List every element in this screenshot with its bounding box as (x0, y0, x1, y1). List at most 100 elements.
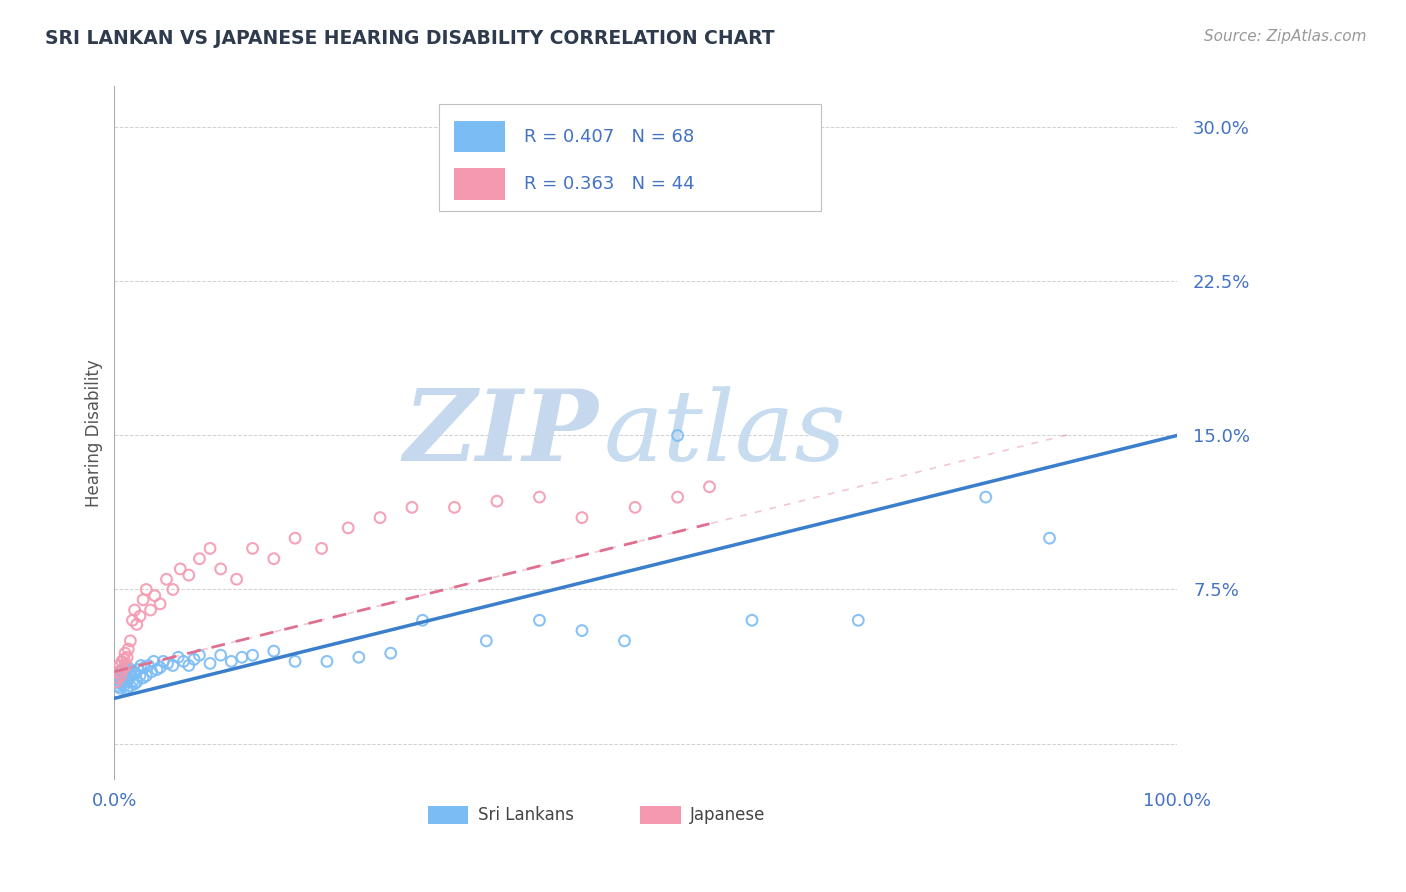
Point (699, 480, 721, 494)
Text: atlas: atlas (603, 385, 846, 481)
FancyBboxPatch shape (439, 103, 821, 211)
Point (121, 613, 143, 627)
Point (571, 510, 593, 524)
Point (143, 589, 166, 603)
Point (117, 673, 139, 687)
Point (242, 648, 264, 663)
Point (221, 654, 243, 668)
Point (105, 674, 128, 689)
Point (231, 650, 253, 665)
Point (115, 658, 138, 673)
Bar (640, 806, 681, 823)
Point (135, 582, 157, 597)
Point (666, 428, 689, 442)
Point (209, 648, 232, 663)
Point (107, 679, 129, 693)
Point (111, 673, 134, 687)
Point (347, 650, 370, 665)
Point (120, 679, 142, 693)
Point (162, 658, 184, 673)
Point (129, 669, 152, 683)
Point (108, 658, 131, 673)
Point (177, 658, 200, 673)
Point (141, 665, 163, 679)
Point (114, 671, 136, 685)
Point (122, 665, 145, 679)
Point (401, 500, 423, 515)
Point (225, 572, 247, 586)
Point (107, 671, 129, 685)
Point (112, 666, 135, 681)
Bar (454, 169, 506, 200)
Point (111, 663, 134, 677)
Point (111, 674, 134, 689)
Point (624, 500, 647, 515)
Point (475, 633, 498, 648)
Point (120, 633, 142, 648)
Point (741, 613, 763, 627)
Point (124, 603, 146, 617)
Point (114, 646, 136, 660)
Point (155, 572, 177, 586)
Text: Source: ZipAtlas.com: Source: ZipAtlas.com (1204, 29, 1367, 44)
Point (117, 642, 139, 657)
Point (188, 551, 211, 566)
Point (162, 582, 184, 597)
Point (412, 613, 434, 627)
Point (129, 658, 152, 673)
Point (120, 669, 142, 683)
Point (156, 657, 179, 671)
Point (485, 494, 508, 508)
Point (112, 679, 135, 693)
Point (134, 660, 156, 674)
Point (112, 652, 135, 666)
Point (127, 663, 149, 677)
Point (132, 592, 155, 607)
Point (108, 681, 131, 695)
Point (337, 521, 360, 535)
Y-axis label: Hearing Disability: Hearing Disability (86, 359, 103, 508)
Point (152, 654, 174, 668)
Point (105, 674, 128, 689)
Point (172, 654, 194, 668)
Point (1038, 531, 1060, 545)
Point (242, 541, 264, 556)
Point (149, 597, 172, 611)
Point (974, 490, 997, 504)
Point (169, 562, 191, 576)
Point (132, 671, 155, 685)
Point (284, 654, 307, 668)
Point (139, 603, 162, 617)
Point (146, 663, 169, 677)
Point (529, 490, 551, 504)
Point (183, 652, 205, 666)
Point (198, 541, 221, 556)
Point (571, 624, 593, 638)
Point (380, 646, 402, 660)
Point (125, 617, 148, 632)
Point (135, 669, 157, 683)
Point (177, 568, 200, 582)
Point (198, 657, 221, 671)
Point (115, 650, 138, 665)
Point (110, 669, 132, 683)
Point (613, 633, 636, 648)
Point (115, 669, 138, 683)
Point (124, 677, 146, 691)
Text: SRI LANKAN VS JAPANESE HEARING DISABILITY CORRELATION CHART: SRI LANKAN VS JAPANESE HEARING DISABILIT… (45, 29, 775, 47)
Point (107, 665, 129, 679)
Point (129, 609, 152, 624)
Point (142, 654, 165, 668)
Text: Sri Lankans: Sri Lankans (478, 805, 574, 824)
Point (115, 663, 138, 677)
Point (117, 660, 139, 674)
Point (846, 613, 869, 627)
Point (368, 510, 391, 524)
Point (120, 665, 142, 679)
Point (115, 681, 138, 695)
Point (114, 658, 136, 673)
Point (443, 500, 465, 515)
Bar (427, 806, 468, 823)
Point (311, 541, 333, 556)
Text: R = 0.407   N = 68: R = 0.407 N = 68 (523, 128, 693, 146)
